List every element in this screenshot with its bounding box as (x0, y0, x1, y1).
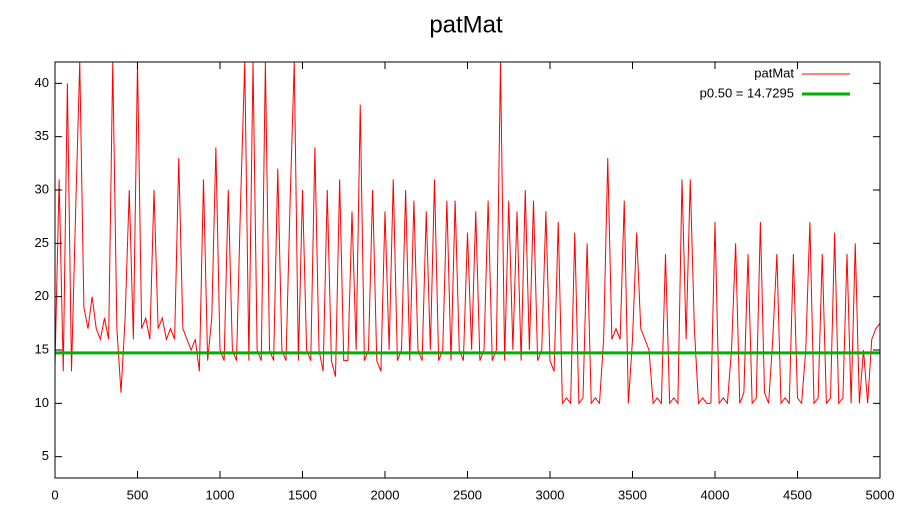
chart-title: patMat (429, 11, 503, 38)
x-tick-label: 4000 (701, 487, 730, 502)
axes: 5 10 15 20 25 30 35 40 0 500 1000 1500 2000 2500 3000 3… (35, 62, 895, 502)
x-tick-label: 3500 (618, 487, 647, 502)
y-tick-label: 25 (35, 235, 49, 250)
x-tick-label: 0 (51, 487, 58, 502)
legend-label: p0.50 = 14.7295 (700, 85, 794, 100)
x-tick-label: 500 (127, 487, 149, 502)
y-tick-label: 30 (35, 181, 49, 196)
legend-label: patMat (754, 65, 794, 80)
y-tick-label: 20 (35, 288, 49, 303)
x-tick-label: 2500 (453, 487, 482, 502)
x-tick-label: 3000 (536, 487, 565, 502)
series-line (55, 62, 880, 405)
y-tick-label: 40 (35, 75, 49, 90)
x-tick-label: 1500 (288, 487, 317, 502)
y-tick-label: 10 (35, 395, 49, 410)
y-tick-label: 15 (35, 341, 49, 356)
x-tick-label: 4500 (783, 487, 812, 502)
y-tick-label: 35 (35, 128, 49, 143)
y-tick-label: 5 (42, 448, 49, 463)
x-tick-label: 5000 (866, 487, 895, 502)
plot-area (55, 62, 880, 405)
x-tick-label: 1000 (206, 487, 235, 502)
plot-border (54, 61, 881, 479)
x-tick-label: 2000 (371, 487, 400, 502)
